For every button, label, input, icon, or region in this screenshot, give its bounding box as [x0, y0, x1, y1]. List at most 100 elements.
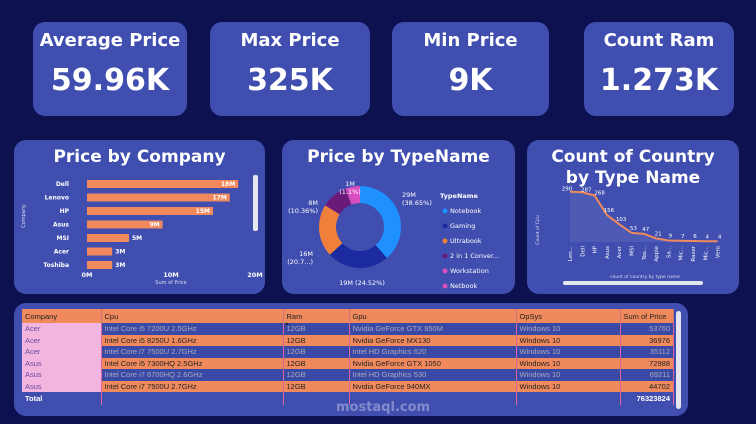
donut-slice[interactable]	[329, 243, 387, 268]
cell-price: 36976	[620, 334, 674, 346]
bar-value-label: 3M	[115, 262, 125, 269]
donut-slice[interactable]	[348, 186, 360, 205]
category-label: Len...	[568, 246, 574, 261]
category-label: Lenovo	[45, 195, 69, 202]
table-header-row: Company Cpu Ram ▲ Gpu OpSys Sum of Price	[22, 309, 674, 327]
cell-cpu: Intel Core i7 7500U 2.7GHz	[101, 346, 284, 358]
cell-gpu: Nvidia GeForce MX130	[349, 334, 517, 346]
cell-opsys: Windows 10	[516, 357, 621, 369]
table-row[interactable]: Asus Intel Core i7 7500U 2.7GHz 12GB Nvi…	[22, 380, 674, 392]
slice-label: 19M (24.52%)	[339, 279, 385, 287]
cell-company: Asus	[22, 369, 102, 381]
data-label: 4	[706, 234, 710, 240]
category-label: MSI	[630, 246, 636, 256]
table-row[interactable]: Acer Intel Core i7 7500U 2.7GHz 12GB Int…	[22, 346, 674, 358]
slice-label-line: (10.36%)	[288, 207, 318, 215]
data-label: 103	[616, 217, 627, 223]
legend-marker	[442, 268, 448, 274]
cell-opsys: Windows 10	[516, 380, 621, 392]
kpi-value: 325K	[247, 63, 333, 98]
cell-company: Asus	[22, 380, 102, 392]
kpi-title: Min Price	[423, 30, 518, 51]
table-scrollbar[interactable]	[676, 311, 681, 409]
company-bar[interactable]	[87, 234, 129, 242]
slice-label-line: (20.7...)	[287, 258, 313, 266]
x-tick-label: 20M	[247, 271, 263, 279]
donut-slice[interactable]	[319, 205, 343, 255]
horizontal-scrollbar[interactable]	[563, 281, 703, 285]
chart-title: Count of Country by Type Name	[551, 147, 715, 189]
company-bar[interactable]	[87, 220, 163, 229]
chart-title: Price by Company	[53, 147, 226, 167]
col-cpu[interactable]: Cpu	[101, 309, 284, 323]
company-bar[interactable]	[87, 180, 239, 188]
legend-item[interactable]: Netbook	[450, 282, 477, 290]
slice-label: 8M (10.36%)	[288, 199, 318, 215]
company-bar[interactable]	[87, 193, 230, 202]
category-label: HP	[593, 245, 599, 253]
donut-slice[interactable]	[360, 186, 401, 259]
data-label: 47	[642, 227, 649, 233]
company-bar[interactable]	[87, 261, 113, 269]
slice-label: 29M (38.65%)	[402, 191, 432, 207]
legend-item[interactable]: Gaming	[450, 222, 475, 230]
slice-label-line: (1.1%)	[339, 188, 361, 196]
table-row[interactable]: Asus Intel Core i7 6700HQ 2.6GHz 12GB In…	[22, 369, 674, 381]
typename-donut-chart[interactable]: 29M (38.65%) 19M (24.52%) 16M (20.7...) 8M (10…	[282, 170, 515, 294]
country-line-chart[interactable]: Count of Cpu 290 Len... 287 Dell 268 HP 156 Asu…	[527, 182, 739, 294]
slice-label-line: 8M	[308, 199, 318, 207]
cell-price: 44702	[620, 380, 674, 392]
y-axis-label: Count of Cpu	[535, 215, 541, 245]
kpi-count-ram: Count Ram 1.273K	[584, 22, 734, 116]
bar-value-label: 5M	[132, 235, 142, 242]
data-label: 290	[562, 187, 573, 193]
table-row[interactable]: Asus Intel Core i5 7300HQ 2.5GHz 12GB Nv…	[22, 357, 674, 369]
cell-price: 69211	[620, 369, 674, 381]
price-by-company-card[interactable]: Price by Company Company Sum of Price De…	[14, 140, 265, 294]
donut-slice[interactable]	[345, 187, 354, 205]
legend-item[interactable]: Workstation	[450, 267, 489, 275]
y-axis-label: Company	[21, 204, 27, 228]
data-label: 9	[669, 233, 673, 239]
cell-cpu: Intel Core i5 7300HQ 2.5GHz	[101, 357, 284, 369]
donut-slice[interactable]	[325, 188, 352, 215]
col-ram[interactable]: Ram ▲	[283, 309, 350, 327]
table-row[interactable]: Acer Intel Core i5 7200U 2.5GHz 12GB Nvi…	[22, 323, 674, 335]
cell-gpu: Nvidia GeForce 940MX	[349, 380, 517, 392]
country-area	[570, 191, 718, 242]
country-by-type-card[interactable]: Count of Country by Type Name Count of C…	[527, 140, 739, 294]
legend-item[interactable]: 2 in 1 Conver...	[450, 252, 499, 260]
legend-item[interactable]: Notebook	[450, 207, 481, 215]
company-bar[interactable]	[87, 247, 113, 256]
col-opsys[interactable]: OpSys	[516, 309, 621, 323]
category-label: Acer	[617, 245, 623, 258]
data-label: 7	[681, 234, 685, 240]
country-line[interactable]	[569, 190, 718, 243]
col-ram-label: Ram	[286, 311, 303, 321]
col-company[interactable]: Company	[22, 309, 102, 323]
col-sum-price[interactable]: Sum of Price	[620, 309, 674, 323]
company-bar[interactable]	[87, 207, 213, 215]
cell-gpu: Nvidia GeForce GTX 950M	[349, 323, 517, 335]
cell-price: 53760	[620, 323, 674, 335]
bar-value-label: 9M	[149, 222, 159, 229]
legend-item[interactable]: Ultrabook	[450, 237, 482, 245]
category-label: Dell	[580, 246, 586, 257]
slice-label-line: 19M (24.52%)	[339, 279, 385, 287]
kpi-title: Count Ram	[603, 30, 715, 51]
company-bar-chart[interactable]: Company Sum of Price Dell 18M Lenovo 17M HP 1…	[14, 170, 265, 294]
chart-scrollbar[interactable]	[253, 175, 258, 231]
total-empty	[349, 392, 517, 405]
col-gpu[interactable]: Gpu	[349, 309, 517, 323]
legend-marker	[442, 208, 448, 214]
cell-gpu: Intel HD Graphics 620	[349, 346, 517, 358]
cell-cpu: Intel Core i7 6700HQ 2.6GHz	[101, 369, 284, 381]
cell-gpu: Nvidia GeForce GTX 1050	[349, 357, 517, 369]
cell-ram: 12GB	[283, 357, 350, 369]
table-row[interactable]: Acer Intel Core i5 8250U 1.6GHz 12GB Nvi…	[22, 334, 674, 346]
kpi-title: Max Price	[240, 30, 340, 51]
legend-marker	[442, 238, 448, 244]
slice-label-line: 16M	[299, 250, 313, 258]
price-by-typename-card[interactable]: Price by TypeName 29M (38.65%) 19M (24.52%…	[282, 140, 515, 294]
slice-label: 16M (20.7...)	[287, 250, 313, 266]
